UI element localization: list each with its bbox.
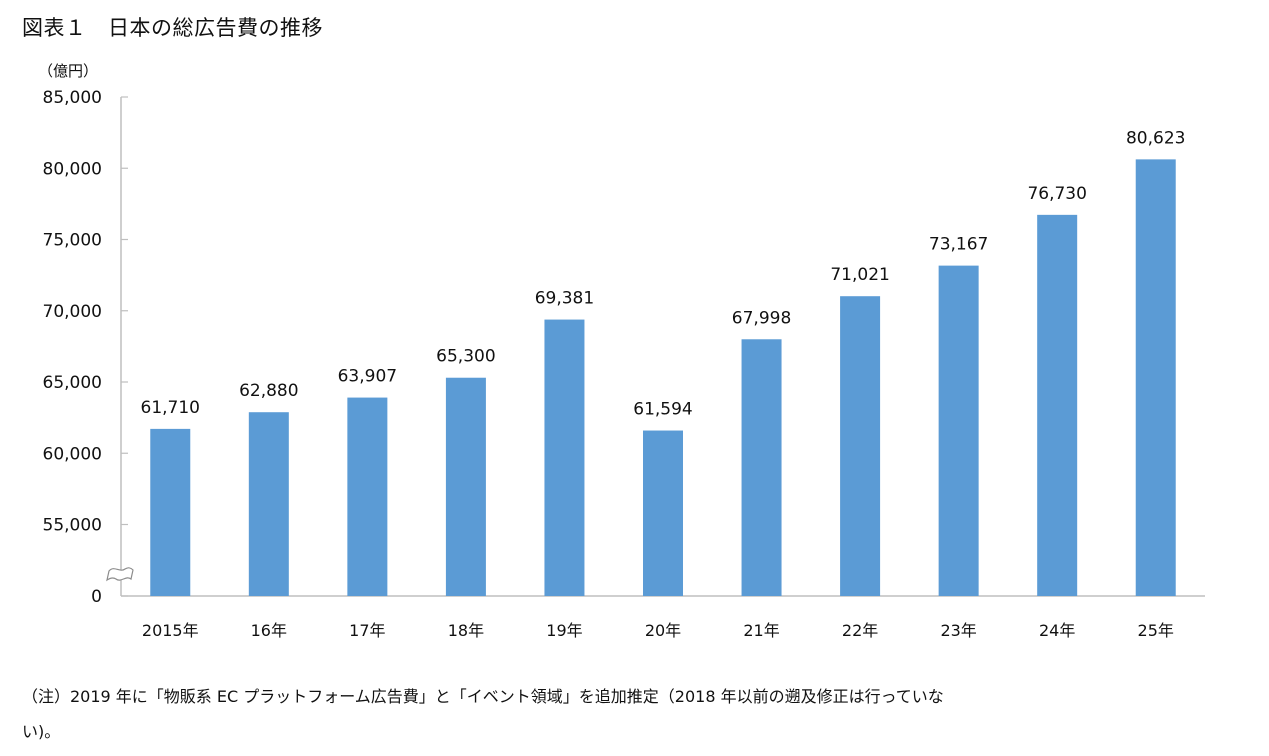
axis-break-icon — [106, 567, 134, 582]
data-label: 62,880 — [239, 381, 298, 401]
y-axis: 0 55,000 60,000 65,000 70,000 75,000 80,000 85,… — [43, 88, 128, 607]
y-tick-label: 75,000 — [43, 231, 102, 251]
x-tick-label: 22年 — [842, 621, 878, 640]
footnote-line-1: （注）2019 年に「物販系 EC プラットフォーム広告費」と「イベント領域」を… — [22, 687, 944, 706]
data-label: 63,907 — [338, 367, 397, 387]
data-label: 73,167 — [929, 235, 988, 255]
data-label: 71,021 — [830, 265, 889, 285]
bar — [248, 412, 289, 596]
x-tick-label: 24年 — [1039, 621, 1075, 640]
x-tick-label: 21年 — [743, 621, 779, 640]
bar — [840, 296, 881, 596]
x-tick-label: 20年 — [645, 621, 681, 640]
x-tick-label: 23年 — [940, 621, 976, 640]
x-tick-label: 16年 — [251, 621, 287, 640]
x-tick-label: 25年 — [1138, 621, 1174, 640]
bar — [938, 265, 979, 596]
x-tick-label: 2015年 — [142, 621, 199, 640]
bars — [150, 159, 1176, 596]
x-tick-label: 18年 — [448, 621, 484, 640]
y-tick-label: 0 — [91, 587, 102, 607]
y-tick-label: 55,000 — [43, 516, 102, 536]
bar — [1037, 214, 1078, 596]
data-label: 80,623 — [1126, 128, 1185, 148]
x-tick-label: 17年 — [349, 621, 385, 640]
data-label: 69,381 — [535, 289, 594, 309]
bar — [643, 430, 683, 596]
footnote-line-2: い)。 — [22, 722, 61, 741]
y-tick-label: 70,000 — [43, 302, 102, 322]
bar — [544, 319, 585, 596]
data-label: 65,300 — [436, 347, 495, 367]
y-tick-label: 85,000 — [43, 88, 102, 108]
y-axis-unit-label: （億円） — [38, 62, 99, 80]
bar — [1135, 159, 1176, 596]
bar — [150, 428, 191, 596]
bar — [445, 377, 486, 596]
bar-chart: 0 55,000 60,000 65,000 70,000 75,000 80,000 85,… — [43, 88, 1205, 640]
y-tick-label: 80,000 — [43, 159, 102, 179]
data-label: 61,710 — [141, 398, 200, 418]
data-label: 67,998 — [732, 308, 791, 328]
bar — [347, 397, 388, 596]
x-axis: 2015年 16年 17年 18年 19年 20年 21年 22年 23年 24年 25年 — [121, 595, 1205, 640]
x-tick-label: 19年 — [546, 621, 582, 640]
y-tick-label: 65,000 — [43, 373, 102, 393]
y-tick-label: 60,000 — [43, 444, 102, 464]
axis-break-mark — [106, 567, 134, 582]
chart-title: 図表１ 日本の総広告費の推移 — [22, 16, 323, 40]
data-labels: 61,710 62,880 63,907 65,300 69,381 61,594 67,9… — [141, 128, 1186, 419]
data-label: 76,730 — [1027, 184, 1086, 204]
data-label: 61,594 — [633, 400, 692, 420]
bar — [741, 339, 782, 596]
